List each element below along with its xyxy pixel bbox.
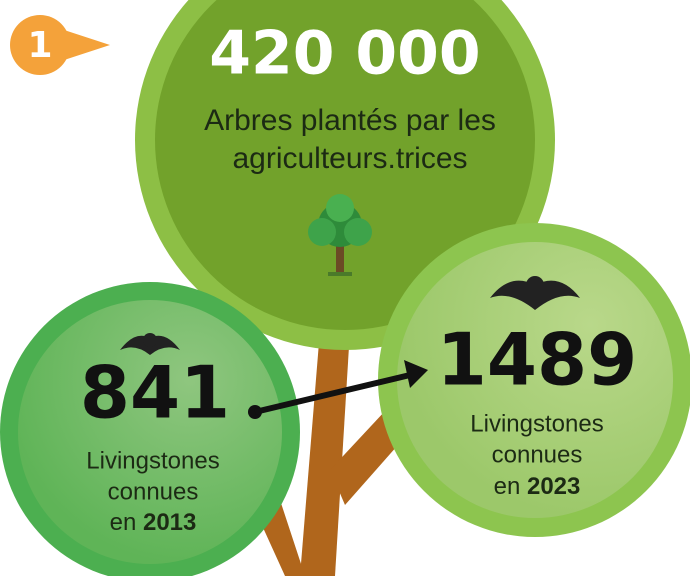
main-label: Arbres plantés par les xyxy=(204,104,496,137)
right-value: 1489 xyxy=(437,318,637,402)
left-year: 2013 xyxy=(143,509,196,536)
right-prefix: en xyxy=(494,473,521,500)
step-badge: 1 xyxy=(10,15,110,75)
right-year-line: en 2023 xyxy=(494,473,581,500)
main-value: 420 000 xyxy=(209,19,480,89)
main-label: agriculteurs.trices xyxy=(232,142,467,175)
right-label: connues xyxy=(492,441,583,468)
left-prefix: en xyxy=(110,509,137,536)
right-year: 2023 xyxy=(527,473,580,500)
infographic: 420 000 Arbres plantés par les agriculte… xyxy=(0,0,690,576)
left-label: Livingstones xyxy=(86,447,219,474)
left-value: 841 xyxy=(80,351,230,435)
left-label: connues xyxy=(108,478,199,505)
right-label: Livingstones xyxy=(470,410,603,437)
badge-number: 1 xyxy=(27,25,52,66)
left-year-line: en 2013 xyxy=(110,509,197,536)
